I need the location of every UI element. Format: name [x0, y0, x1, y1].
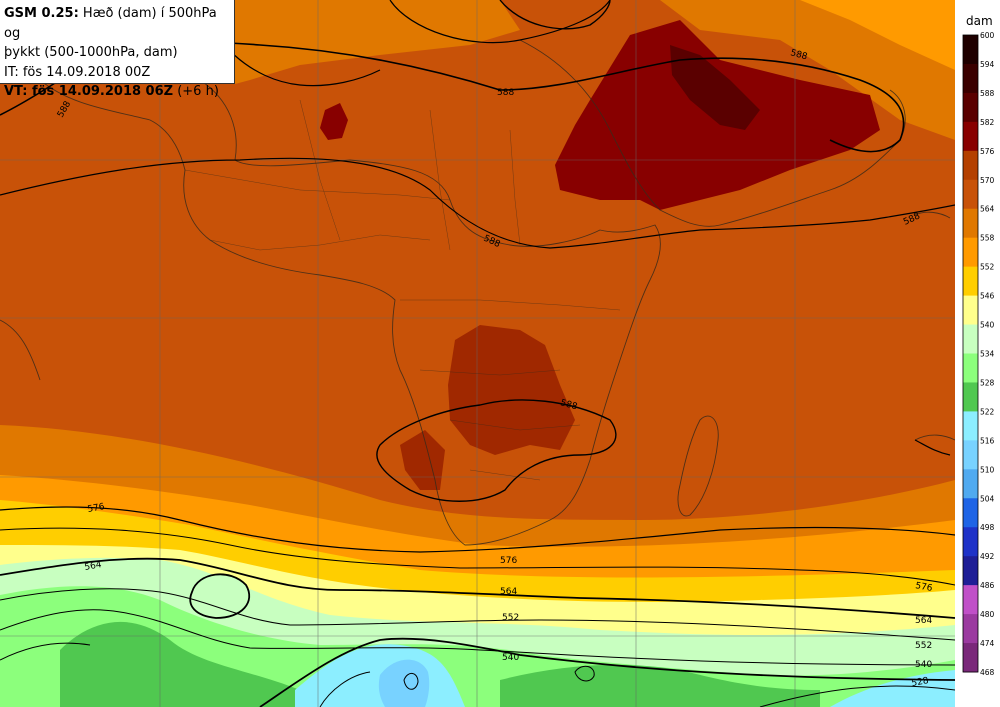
field-northwest-570: [230, 0, 520, 84]
legend-tick-label: 468: [980, 668, 995, 677]
legend-tick-label: 540: [980, 321, 995, 330]
coastlines: [0, 39, 955, 546]
legend-tick-label: 564: [980, 205, 995, 214]
legend-swatch: [963, 556, 978, 586]
field-588-core: [670, 45, 760, 130]
legend-colorbar: 600 594 588 582 576 570 564 558 552 546 540 534 528 5…: [962, 31, 995, 677]
legend-tick-label: 486: [980, 581, 995, 590]
legend-swatch: [963, 179, 978, 210]
field-522-south: [378, 659, 430, 707]
title-line2: þykkt (500-1000hPa, dam): [4, 45, 178, 60]
map-title-box: GSM 0.25: Hæð (dam) í 500hPa og þykkt (5…: [0, 0, 235, 99]
legend-tick-label: 510: [980, 465, 995, 474]
country-borders: [184, 99, 621, 481]
legend-tick-label: 546: [980, 292, 995, 301]
legend-swatch: [963, 324, 978, 354]
legend-tick-label: 558: [980, 234, 995, 243]
legend-swatch: [963, 527, 978, 557]
legend-swatch: [963, 35, 978, 65]
valid-time: VT: fös 14.09.2018 06Z: [4, 84, 174, 99]
legend-tick-label: 528: [980, 378, 995, 387]
legend-swatch: [963, 643, 978, 673]
legend-swatch: [963, 208, 978, 239]
legend-swatch: [963, 353, 978, 383]
field-534-south-2: [500, 664, 820, 707]
title-line1: Hæð (dam) í 500hPa og: [4, 6, 217, 41]
legend-swatch: [963, 585, 978, 615]
legend-swatch: [963, 121, 978, 152]
contour-label-588: 588: [789, 48, 808, 62]
model-name: GSM 0.25:: [4, 6, 79, 21]
field-north-570: [230, 0, 955, 140]
legend-swatch: [963, 237, 978, 268]
legend-swatch: [963, 150, 978, 181]
legend-tick-label: 492: [980, 552, 995, 561]
contour-label-576: 576: [87, 502, 106, 515]
legend-tick-label: 594: [980, 60, 995, 69]
legend-tick-label: 516: [980, 436, 995, 445]
legend-tick-label: 534: [980, 350, 995, 359]
legend-tick-label: 600: [980, 31, 995, 40]
field-582-southafrica: [448, 325, 575, 455]
contour-label-588: 588: [497, 88, 514, 98]
contour-label-528: 528: [911, 676, 930, 689]
legend-swatch: [963, 498, 978, 528]
legend-swatch: [963, 411, 978, 441]
initial-time: IT: fös 14.09.2018 00Z: [4, 64, 151, 80]
contour-label-588: 588: [559, 398, 578, 412]
field-534-south: [60, 621, 300, 707]
legend-tick-label: 522: [980, 407, 995, 416]
legend-swatch: [963, 92, 978, 123]
legend-tick-label: 552: [980, 263, 995, 272]
legend-tick-label: 576: [980, 147, 995, 156]
legend-tick-label: 570: [980, 176, 995, 185]
contour-label-552: 552: [915, 641, 932, 651]
legend-swatch: [963, 469, 978, 499]
legend-swatch: [963, 382, 978, 412]
legend-swatch: [963, 63, 978, 94]
legend-swatch: [963, 614, 978, 644]
contour-label-576: 576: [500, 556, 517, 566]
forecast-offset: (+6 h): [177, 84, 219, 99]
legend-swatch: [963, 440, 978, 470]
legend-swatch: [963, 295, 978, 326]
contour-label-576: 576: [914, 581, 933, 594]
contour-label-540: 540: [915, 660, 932, 670]
legend-frame: [962, 34, 979, 673]
contour-label-540: 540: [502, 653, 519, 663]
legend-tick-label: 474: [980, 639, 995, 648]
weather-map: 588 588 588 588 588 588 576 576 576 564 …: [0, 0, 955, 707]
field-546-blob: [188, 573, 250, 618]
legend-tick-label: 582: [980, 118, 995, 127]
contour-label-564: 564: [84, 560, 103, 573]
legend-unit: dam: [966, 14, 993, 28]
legend-tick-label: 588: [980, 89, 995, 98]
contour-label-564: 564: [500, 587, 517, 597]
contour-label-564: 564: [915, 616, 932, 626]
field-582-sahara-spot: [320, 103, 348, 140]
contour-label-552: 552: [502, 613, 519, 623]
field-north-564: [800, 0, 955, 70]
legend-tick-label: 504: [980, 494, 995, 503]
legend-tick-label: 480: [980, 610, 995, 619]
legend-swatch: [963, 266, 978, 297]
legend-tick-label: 498: [980, 523, 995, 532]
height-contours: [0, 0, 955, 707]
